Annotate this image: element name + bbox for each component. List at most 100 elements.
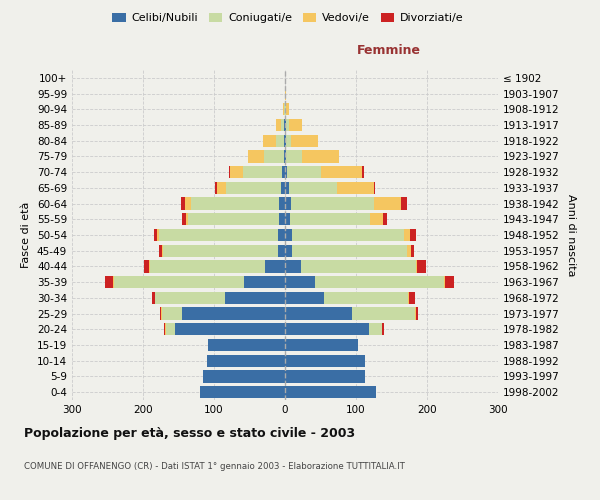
Bar — [114, 276, 244, 288]
Bar — [374, 198, 401, 209]
Bar — [166, 323, 175, 336]
Bar — [285, 182, 289, 194]
Bar — [321, 166, 362, 178]
Bar — [285, 150, 286, 162]
Bar — [408, 292, 409, 304]
Bar — [163, 244, 278, 257]
Bar — [285, 354, 365, 367]
Bar — [265, 260, 285, 272]
Bar — [416, 308, 418, 320]
Bar — [292, 229, 404, 241]
Bar — [278, 244, 285, 257]
Bar — [230, 166, 243, 178]
Bar — [292, 244, 407, 257]
Bar — [200, 386, 285, 398]
Bar — [285, 339, 358, 351]
Bar — [285, 323, 369, 336]
Bar — [287, 166, 321, 178]
Bar — [161, 308, 162, 320]
Bar — [290, 198, 374, 209]
Bar — [150, 260, 265, 272]
Bar — [175, 323, 285, 336]
Bar — [263, 134, 276, 147]
Bar — [285, 213, 290, 226]
Bar — [404, 229, 410, 241]
Bar — [382, 323, 383, 336]
Bar — [415, 308, 416, 320]
Bar — [157, 229, 158, 241]
Bar — [191, 198, 280, 209]
Bar — [207, 354, 285, 367]
Bar — [285, 134, 286, 147]
Bar — [165, 323, 166, 336]
Bar — [352, 308, 415, 320]
Bar — [286, 134, 292, 147]
Bar — [285, 229, 292, 241]
Bar — [243, 166, 282, 178]
Bar — [416, 260, 417, 272]
Bar — [445, 276, 454, 288]
Bar — [160, 308, 161, 320]
Text: Popolazione per età, sesso e stato civile - 2003: Popolazione per età, sesso e stato civil… — [24, 428, 355, 440]
Y-axis label: Anni di nascita: Anni di nascita — [566, 194, 576, 276]
Bar — [285, 308, 352, 320]
Bar — [281, 119, 284, 131]
Bar — [362, 166, 364, 178]
Bar — [282, 166, 285, 178]
Bar — [285, 119, 286, 131]
Bar — [277, 119, 281, 131]
Bar — [248, 150, 264, 162]
Text: Femmine: Femmine — [358, 44, 421, 57]
Bar — [417, 260, 425, 272]
Bar — [409, 292, 415, 304]
Legend: Celibi/Nubili, Coniugati/e, Vedovi/e, Divorziati/e: Celibi/Nubili, Coniugati/e, Vedovi/e, Di… — [108, 8, 468, 28]
Bar — [286, 119, 289, 131]
Bar — [401, 198, 407, 209]
Bar — [203, 370, 285, 382]
Bar — [158, 229, 278, 241]
Bar — [285, 166, 287, 178]
Bar — [289, 182, 337, 194]
Bar — [278, 229, 285, 241]
Bar — [285, 370, 365, 382]
Bar — [383, 213, 386, 226]
Bar — [280, 198, 285, 209]
Bar — [158, 244, 162, 257]
Bar — [208, 339, 285, 351]
Bar — [162, 244, 163, 257]
Bar — [407, 244, 410, 257]
Bar — [113, 276, 114, 288]
Bar — [410, 244, 414, 257]
Bar — [292, 134, 319, 147]
Bar — [162, 308, 182, 320]
Y-axis label: Fasce di età: Fasce di età — [22, 202, 31, 268]
Bar — [145, 260, 149, 272]
Bar — [244, 276, 285, 288]
Bar — [280, 213, 285, 226]
Bar — [285, 276, 315, 288]
Bar — [264, 150, 284, 162]
Bar — [337, 182, 374, 194]
Bar — [444, 276, 445, 288]
Bar — [315, 276, 444, 288]
Bar — [185, 213, 188, 226]
Bar — [285, 386, 376, 398]
Bar — [181, 198, 185, 209]
Bar — [224, 292, 285, 304]
Text: COMUNE DI OFFANENGO (CR) - Dati ISTAT 1° gennaio 2003 - Elaborazione TUTTITALIA.: COMUNE DI OFFANENGO (CR) - Dati ISTAT 1°… — [24, 462, 405, 471]
Bar — [188, 213, 280, 226]
Bar — [283, 103, 284, 116]
Bar — [284, 150, 285, 162]
Bar — [284, 134, 285, 147]
Bar — [302, 150, 339, 162]
Bar — [324, 292, 408, 304]
Bar — [285, 198, 290, 209]
Bar — [276, 134, 284, 147]
Bar — [369, 323, 382, 336]
Bar — [154, 229, 157, 241]
Bar — [149, 260, 150, 272]
Bar — [301, 260, 416, 272]
Bar — [152, 292, 155, 304]
Bar — [164, 323, 165, 336]
Bar — [285, 260, 301, 272]
